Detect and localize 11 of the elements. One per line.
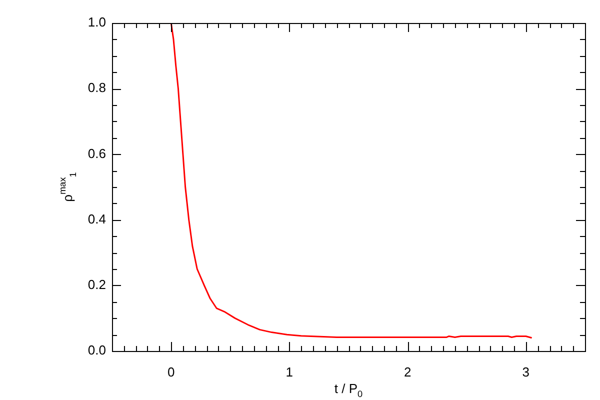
x-tick-label: 0 — [168, 364, 175, 380]
x-tick-label: 2 — [404, 364, 412, 380]
y-tick-label: 0.4 — [88, 211, 106, 226]
y-tick-label: 0.2 — [88, 276, 106, 292]
x-tick-label: 3 — [522, 364, 530, 380]
y-tick-label: 0.0 — [88, 342, 106, 358]
y-tick-label: 0.6 — [88, 146, 106, 161]
y-axis-title: ρmax1 — [58, 172, 78, 202]
x-tick-label: 1 — [286, 364, 293, 380]
y-tick-label: 0.8 — [88, 80, 106, 96]
y-tick-label: 1.0 — [88, 14, 106, 30]
